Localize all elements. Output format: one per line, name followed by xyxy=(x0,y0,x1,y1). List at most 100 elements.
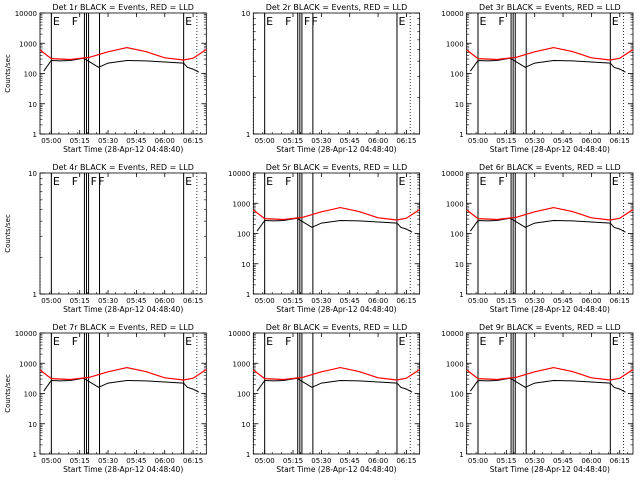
y-tick-label: 1 xyxy=(246,291,250,299)
x-tick-label: 05:15 xyxy=(70,137,90,145)
y-tick-label: 1000 xyxy=(19,40,37,48)
y-tick-label: 100 xyxy=(450,391,463,399)
mode-marker-label: F xyxy=(304,15,310,28)
y-tick-label: 1 xyxy=(33,291,37,299)
x-axis-label: Start Time (28-Apr-12 04:48:40) xyxy=(276,465,396,474)
y-tick-label: 100 xyxy=(450,71,463,79)
y-tick-label: 1 xyxy=(33,131,37,139)
chart-title: Det 1r BLACK = Events, RED = LLD xyxy=(52,3,194,12)
chart-title: Det 2r BLACK = Events, RED = LLD xyxy=(266,3,408,12)
mode-marker-label: E xyxy=(266,175,273,188)
mode-marker-label: E xyxy=(612,15,619,28)
chart-title: Det 7r BLACK = Events, RED = LLD xyxy=(52,323,194,332)
chart-panel: Det 5r BLACK = Events, RED = LLD 1 10 100 10… xyxy=(228,163,421,314)
chart-panel: Det 4r BLACK = Events, RED = LLD 1 10 05:00… xyxy=(4,163,207,314)
y-tick-label: 10000 xyxy=(228,170,250,178)
y-tick-label: 10 xyxy=(455,421,464,429)
events-series-line xyxy=(256,377,413,393)
mode-marker-label: E xyxy=(480,335,487,348)
x-tick-label: 06:15 xyxy=(610,297,630,305)
x-tick-label: 05:00 xyxy=(41,137,61,145)
x-tick-label: 05:30 xyxy=(98,297,118,305)
x-tick-label: 05:00 xyxy=(41,297,61,305)
chart-title: Det 5r BLACK = Events, RED = LLD xyxy=(266,163,408,172)
plot-frame xyxy=(39,172,207,295)
y-tick-label: 100 xyxy=(24,391,37,399)
x-tick-label: 06:15 xyxy=(610,137,630,145)
mode-marker-label: E xyxy=(266,335,273,348)
y-tick-label: 10 xyxy=(241,261,250,269)
y-tick-label: 1000 xyxy=(446,360,464,368)
y-tick-label: 100 xyxy=(24,71,37,79)
x-tick-label: 06:15 xyxy=(183,137,203,145)
x-tick-label: 05:00 xyxy=(255,137,275,145)
lld-series-line xyxy=(466,206,634,221)
plot-frame xyxy=(466,172,634,295)
x-tick-label: 05:15 xyxy=(283,297,303,305)
mode-marker-label: E xyxy=(53,15,60,28)
y-tick-label: 1 xyxy=(246,451,250,459)
lld-series-line xyxy=(252,206,421,221)
x-tick-label: 05:45 xyxy=(340,297,360,305)
events-series-line xyxy=(256,217,413,233)
x-tick-label: 05:00 xyxy=(468,297,488,305)
mode-marker-label: E xyxy=(480,15,487,28)
lld-series-line xyxy=(39,46,207,61)
lld-series-line xyxy=(466,366,634,381)
chart-panel: Det 6r BLACK = Events, RED = LLD 1 10 100 10… xyxy=(441,163,634,314)
x-tick-label: 06:00 xyxy=(581,457,601,465)
chart-title: Det 8r BLACK = Events, RED = LLD xyxy=(266,323,408,332)
plot-frame xyxy=(252,172,421,295)
y-tick-label: 10000 xyxy=(441,170,463,178)
x-tick-label: 06:15 xyxy=(183,457,203,465)
x-axis-label: Start Time (28-Apr-12 04:48:40) xyxy=(63,305,183,314)
events-series-line xyxy=(469,377,626,393)
x-tick-label: 06:00 xyxy=(368,297,388,305)
x-axis-label: Start Time (28-Apr-12 04:48:40) xyxy=(63,145,183,154)
x-tick-label: 05:15 xyxy=(283,137,303,145)
plot-frame xyxy=(39,12,207,135)
x-tick-label: 05:30 xyxy=(311,457,331,465)
x-tick-label: 05:00 xyxy=(468,137,488,145)
chart-title: Det 3r BLACK = Events, RED = LLD xyxy=(479,3,621,12)
y-tick-label: 10 xyxy=(455,261,464,269)
x-tick-label: 06:00 xyxy=(155,297,175,305)
y-tick-label: 10 xyxy=(28,101,37,109)
x-tick-label: 05:00 xyxy=(468,457,488,465)
mode-marker-label: F xyxy=(98,175,104,188)
x-axis-label: Start Time (28-Apr-12 04:48:40) xyxy=(63,465,183,474)
x-tick-label: 05:00 xyxy=(41,457,61,465)
x-tick-label: 05:15 xyxy=(496,297,516,305)
mode-marker-label: F xyxy=(72,335,78,348)
y-tick-label: 1000 xyxy=(19,360,37,368)
y-tick-label: 10000 xyxy=(441,10,463,18)
mode-marker-label: E xyxy=(185,335,192,348)
mode-marker-label: F xyxy=(285,335,291,348)
mode-marker-label: E xyxy=(53,175,60,188)
events-series-line xyxy=(43,57,200,73)
mode-marker-label: E xyxy=(398,15,405,28)
x-tick-label: 05:15 xyxy=(70,457,90,465)
lld-series-line xyxy=(252,366,421,381)
x-axis-label: Start Time (28-Apr-12 04:48:40) xyxy=(490,305,610,314)
mode-marker-label: E xyxy=(398,175,405,188)
y-axis-label: Counts/sec xyxy=(4,374,12,413)
plot-frame xyxy=(466,12,634,135)
x-tick-label: 06:15 xyxy=(610,457,630,465)
x-axis-label: Start Time (28-Apr-12 04:48:40) xyxy=(490,145,610,154)
chart-panel: Det 2r BLACK = Events, RED = LLD 1 10 05:00… xyxy=(241,3,421,154)
y-axis-label: Counts/sec xyxy=(4,54,12,93)
plot-frame xyxy=(252,332,421,455)
y-tick-label: 1 xyxy=(246,131,250,139)
y-tick-label: 10 xyxy=(455,101,464,109)
x-tick-label: 05:45 xyxy=(553,457,573,465)
x-axis-label: Start Time (28-Apr-12 04:48:40) xyxy=(490,465,610,474)
chart-panel: Det 1r BLACK = Events, RED = LLD 1 10 100 10… xyxy=(4,3,207,154)
y-tick-label: 1000 xyxy=(446,200,464,208)
chart-panel: Det 8r BLACK = Events, RED = LLD 1 10 100 10… xyxy=(228,323,421,474)
mode-marker-label: E xyxy=(398,335,405,348)
chart-panel: Det 3r BLACK = Events, RED = LLD 1 10 100 10… xyxy=(441,3,634,154)
x-tick-label: 05:30 xyxy=(525,457,545,465)
x-tick-label: 06:00 xyxy=(155,137,175,145)
